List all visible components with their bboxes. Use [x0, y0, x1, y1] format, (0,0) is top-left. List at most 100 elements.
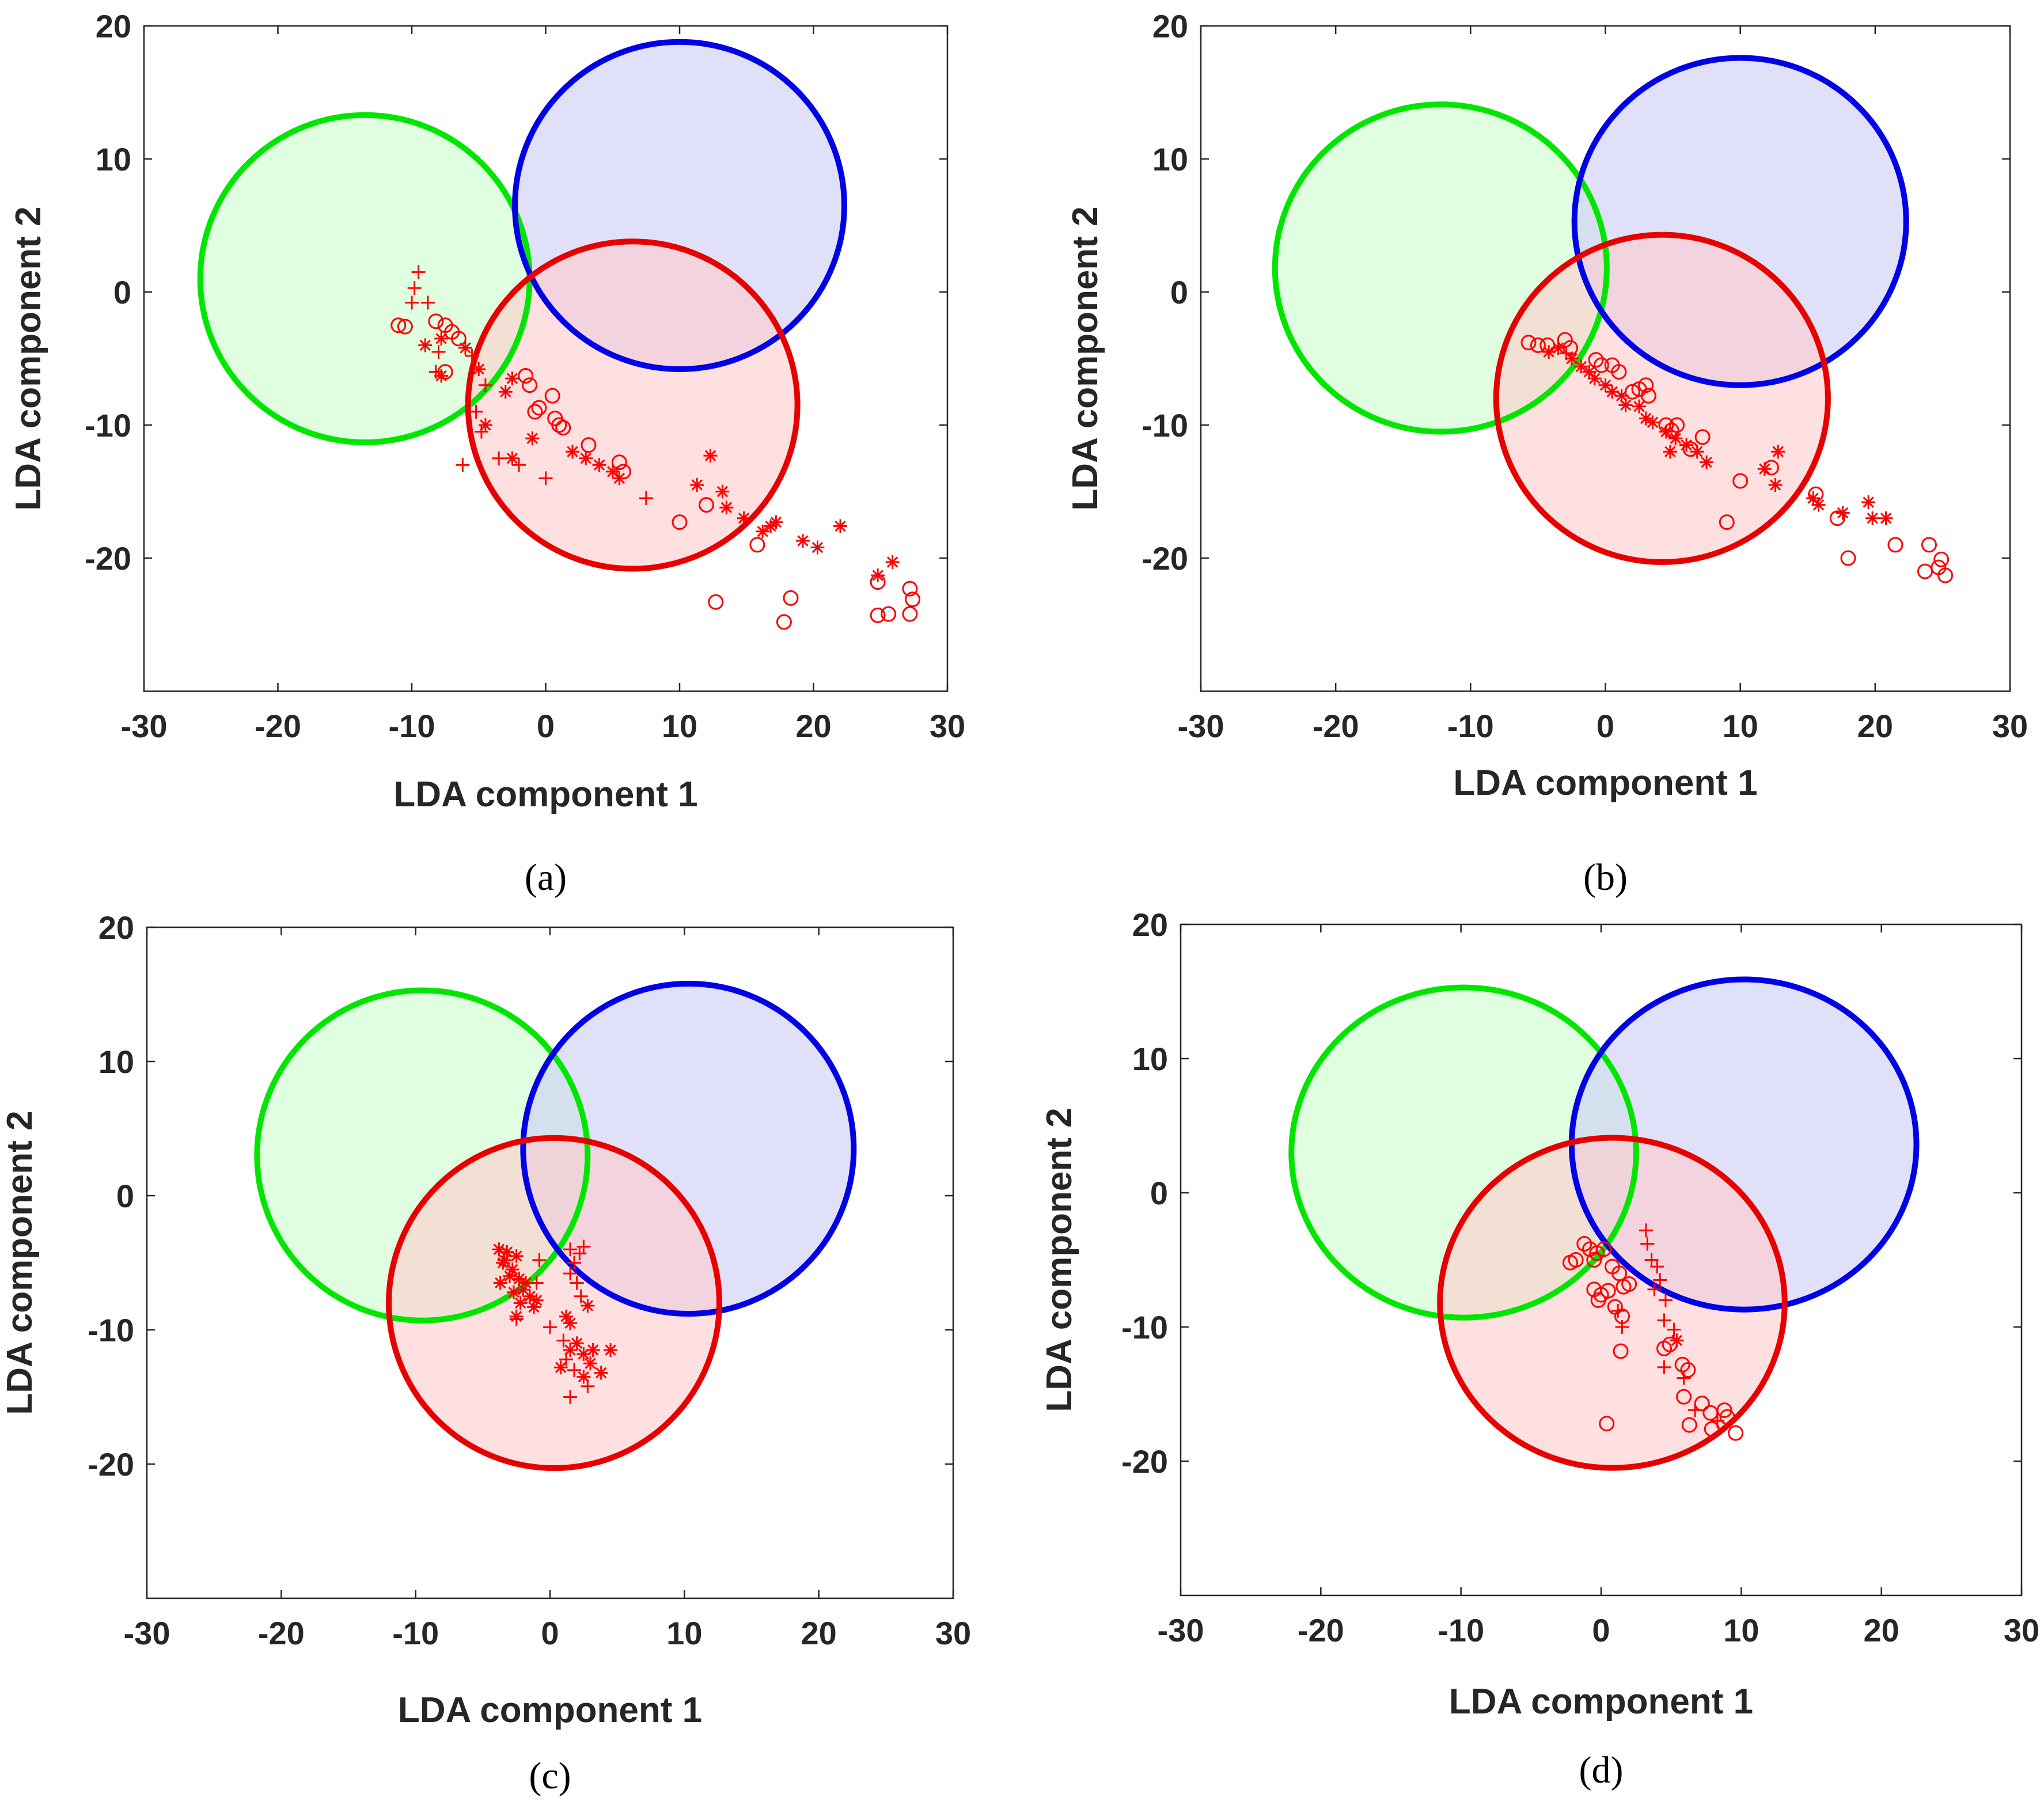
data-point-circle — [1640, 388, 1656, 404]
data-point-plus — [428, 365, 443, 379]
data-point-plus — [556, 1333, 571, 1348]
data-point-circle — [699, 497, 714, 513]
data-point-plus — [532, 1253, 547, 1267]
data-point-star — [516, 1283, 530, 1297]
y-tick-label: -10 — [1121, 1309, 1168, 1345]
data-point-star — [577, 1370, 591, 1384]
data-point-circle — [1563, 340, 1579, 356]
y-tick-label: 10 — [96, 141, 131, 177]
data-point-circle — [1593, 357, 1609, 373]
data-point-star — [871, 568, 885, 583]
y-tick-label: 0 — [1150, 1175, 1168, 1211]
data-point-circle — [1764, 460, 1780, 476]
data-point-circle — [1694, 429, 1711, 445]
data-point-star — [1679, 438, 1693, 452]
data-point-plus — [465, 348, 479, 363]
data-point-plus — [563, 1267, 577, 1281]
data-point-star — [525, 431, 540, 446]
data-point-circle — [1576, 1236, 1592, 1252]
data-point-plus — [574, 1289, 588, 1303]
data-point-circle — [1624, 384, 1640, 400]
data-point-star — [1865, 511, 1880, 525]
data-point-star — [1551, 341, 1565, 355]
data-point-circle — [1716, 1402, 1732, 1418]
data-point-star — [579, 451, 593, 465]
data-point-star — [1861, 495, 1876, 509]
data-point-star — [719, 501, 734, 515]
class-circle-fill-red — [468, 241, 798, 569]
data-point-circle — [1829, 510, 1845, 526]
data-point-star — [756, 524, 770, 539]
data-point-plus — [405, 295, 419, 310]
data-point-plus — [1647, 1282, 1662, 1296]
x-tick-label: -10 — [1438, 1612, 1484, 1648]
data-point-star — [497, 1253, 511, 1267]
data-point-plus — [456, 458, 470, 472]
chart-panel-a: -30 -20 -10 0 10 20 30 20 10 0 -10 -20 LDA component… — [9, 8, 965, 898]
x-tick-label: 0 — [541, 1615, 559, 1651]
data-point-star — [581, 1299, 595, 1313]
data-point-star — [1598, 378, 1613, 392]
data-point-plus — [1657, 1313, 1671, 1328]
data-point-circle — [1588, 352, 1604, 368]
data-point-star — [563, 1316, 577, 1330]
x-axis-label: LDA component 1 — [1453, 763, 1757, 803]
data-point-plus — [1611, 1304, 1625, 1318]
data-point-plus — [431, 344, 446, 359]
data-point-star — [769, 515, 783, 529]
data-point-circle — [1921, 537, 1937, 553]
y-tick-label: 20 — [96, 8, 131, 44]
data-point-plus — [1640, 1237, 1655, 1251]
data-point-circle — [1621, 1276, 1637, 1292]
panel-caption: (a) — [525, 856, 567, 898]
x-tick-label: -20 — [1313, 708, 1359, 744]
data-point-plus — [1677, 1371, 1691, 1385]
class-circle-fill-red — [1440, 1138, 1785, 1468]
data-point-plus — [539, 471, 553, 486]
data-point-circle — [1568, 1252, 1584, 1268]
data-point-star — [1768, 477, 1783, 492]
y-tick-label: 10 — [98, 1044, 134, 1080]
x-tick-label: -10 — [1447, 708, 1494, 744]
data-point-star — [493, 1276, 507, 1290]
x-tick-label: -10 — [389, 708, 435, 744]
data-point-star — [586, 1343, 600, 1357]
data-point-star — [764, 519, 778, 533]
data-point-star — [583, 1356, 597, 1371]
data-point-plus — [1688, 1403, 1702, 1417]
data-point-circle — [1933, 551, 1950, 567]
data-point-circle — [1596, 1241, 1612, 1257]
data-point-star — [513, 1296, 528, 1310]
data-point-circle — [708, 594, 724, 610]
data-point-star — [1879, 511, 1893, 525]
y-tick-label: 10 — [1132, 1041, 1168, 1077]
data-point-star — [810, 540, 825, 555]
data-point-plus — [1644, 1253, 1659, 1267]
data-point-circle — [1674, 1356, 1690, 1372]
data-point-star — [592, 458, 606, 472]
x-tick-label: 20 — [1864, 1612, 1899, 1648]
data-point-star — [458, 341, 472, 355]
data-point-circle — [783, 590, 799, 606]
class-circle-red — [1437, 1135, 1788, 1471]
class-circle-green — [1272, 101, 1610, 435]
data-point-plus — [639, 491, 653, 506]
data-point-circle — [1840, 550, 1856, 566]
y-tick-label: -10 — [88, 1312, 134, 1348]
data-point-star — [519, 1276, 533, 1290]
chart-panel-b: -30 -20 -10 0 10 20 30 20 10 0 -10 -20 LDA component… — [1065, 8, 2028, 898]
data-point-circle — [544, 388, 560, 404]
y-axis-label: LDA component 2 — [1040, 1108, 1079, 1412]
data-point-star — [715, 484, 730, 499]
class-circle-fill-red — [389, 1138, 719, 1468]
data-point-star — [509, 1249, 524, 1263]
data-point-plus — [1658, 1293, 1673, 1307]
data-point-star — [566, 445, 579, 459]
data-point-star — [604, 1343, 617, 1357]
data-point-circle — [1586, 1252, 1602, 1268]
data-point-star — [434, 369, 449, 383]
data-point-circle — [581, 437, 597, 453]
data-point-star — [553, 1360, 568, 1375]
class-circle-blue — [520, 980, 857, 1317]
data-point-circle — [1611, 364, 1627, 380]
